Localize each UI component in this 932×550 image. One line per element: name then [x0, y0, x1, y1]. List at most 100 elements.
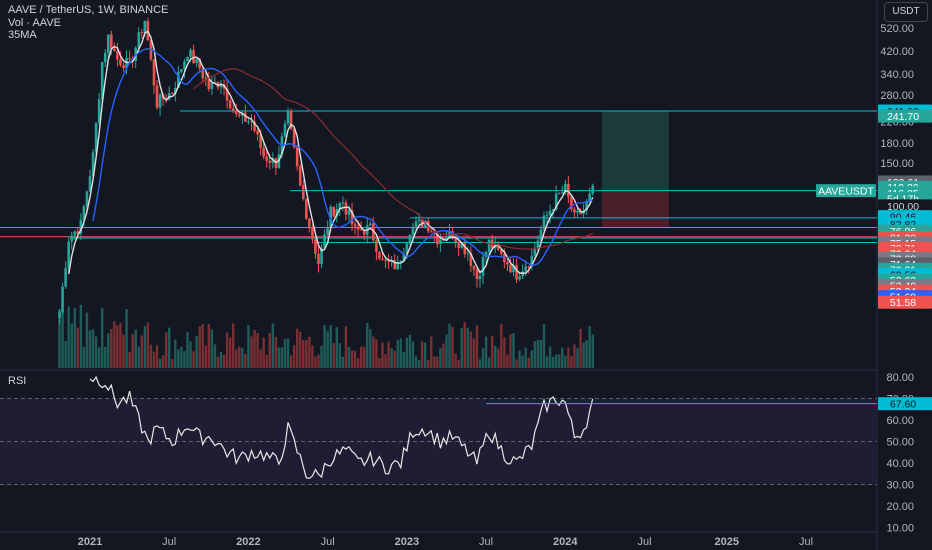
candle-body [128, 57, 131, 59]
candle-body [405, 243, 409, 254]
volume-bar [579, 328, 582, 368]
candle-body [219, 84, 223, 88]
candle-body [573, 209, 576, 213]
currency-button[interactable]: USDT [884, 2, 928, 22]
symbol-title[interactable]: AAVE / TetherUS, 1W, BINANCE [8, 4, 169, 16]
volume-bar [387, 341, 390, 368]
volume-bar [70, 323, 73, 368]
candle-body [323, 234, 326, 248]
volume-legend[interactable]: Vol · AAVE [8, 17, 61, 29]
candle-body [320, 247, 323, 264]
candle-body [545, 214, 549, 216]
volume-bar [366, 322, 369, 368]
volume-bar [554, 354, 558, 368]
volume-bar [238, 346, 241, 368]
candle-body [457, 242, 460, 248]
candle-body [228, 100, 232, 109]
volume-bar [570, 356, 573, 368]
candle-body [478, 275, 482, 280]
volume-bar [539, 339, 543, 368]
candle-body [314, 239, 317, 254]
candle-body [143, 21, 147, 34]
volume-bar [171, 358, 174, 368]
candle-body [399, 261, 403, 263]
price-tick-label: 280.00 [880, 90, 914, 102]
candle-body [551, 209, 555, 211]
volume-bar [274, 336, 278, 368]
volume-bar [256, 333, 259, 368]
volume-bar [107, 333, 110, 368]
volume-bar [454, 353, 457, 368]
volume-bar [85, 312, 89, 368]
candle-body [527, 266, 531, 268]
candle-body [210, 82, 214, 90]
volume-bar [515, 359, 518, 368]
candle-body [94, 122, 98, 153]
candle-body [244, 112, 247, 122]
candle-body [88, 175, 92, 192]
volume-bar [335, 327, 338, 368]
price-label-box [878, 199, 932, 213]
volume-bar [314, 356, 317, 368]
rsi-tick-label: 20.00 [886, 501, 914, 513]
price-tick-label: 150.00 [880, 158, 914, 170]
volume-bar [183, 351, 186, 368]
volume-bar [140, 335, 143, 368]
candle-body [298, 166, 302, 186]
volume-bar [405, 337, 409, 368]
candle-body [308, 218, 311, 228]
candle-body [140, 32, 144, 34]
candle-body [466, 253, 470, 255]
volume-bar [177, 349, 180, 368]
volume-bar [131, 334, 134, 368]
volume-bar [542, 324, 546, 368]
volume-bar [116, 325, 119, 368]
volume-bar [228, 337, 232, 368]
volume-bar [545, 356, 549, 368]
candle-body [378, 251, 381, 259]
candle-body [521, 271, 524, 277]
volume-bar [137, 346, 140, 368]
time-tick-label: Jul [799, 536, 813, 548]
candle-body [414, 221, 418, 227]
symbol-tag-box [816, 184, 876, 198]
candle-body [326, 228, 329, 235]
candle-body [384, 259, 387, 261]
volume-bar [122, 334, 125, 368]
volume-bar [82, 346, 86, 368]
volume-bar [426, 359, 430, 368]
candle-body [396, 261, 400, 269]
ma-short-line [68, 30, 594, 275]
candle-body [408, 234, 412, 244]
candle-body [295, 147, 299, 167]
volume-bar [439, 348, 442, 368]
volume-bar [332, 342, 335, 368]
rsi-legend[interactable]: RSI [8, 375, 27, 387]
volume-bar [430, 336, 433, 368]
time-tick-label: 2021 [78, 536, 102, 548]
volume-bar [323, 324, 326, 368]
price-label: 51.58 [890, 297, 916, 309]
candle-body [170, 93, 174, 95]
volume-bar [286, 338, 290, 368]
candle-body [347, 210, 351, 215]
time-tick-label: 2022 [236, 536, 260, 548]
candle-body [268, 160, 272, 163]
volume-bar [158, 358, 162, 368]
volume-bar [558, 354, 561, 368]
price-tick-label: 180.00 [880, 138, 914, 150]
volume-bar [195, 336, 198, 368]
price-label: 100.00 [887, 201, 919, 213]
price-tick-label: 520.00 [880, 23, 914, 35]
volume-bar [451, 326, 454, 368]
volume-bar [180, 346, 183, 368]
candle-body [262, 147, 265, 157]
volume-bar [363, 346, 366, 368]
candle-body [82, 206, 86, 220]
volume-bar [232, 323, 235, 368]
candle-body [283, 123, 287, 137]
candle-body [588, 193, 591, 202]
volume-bar [299, 331, 302, 368]
sma-legend[interactable]: 35MA [8, 29, 37, 41]
